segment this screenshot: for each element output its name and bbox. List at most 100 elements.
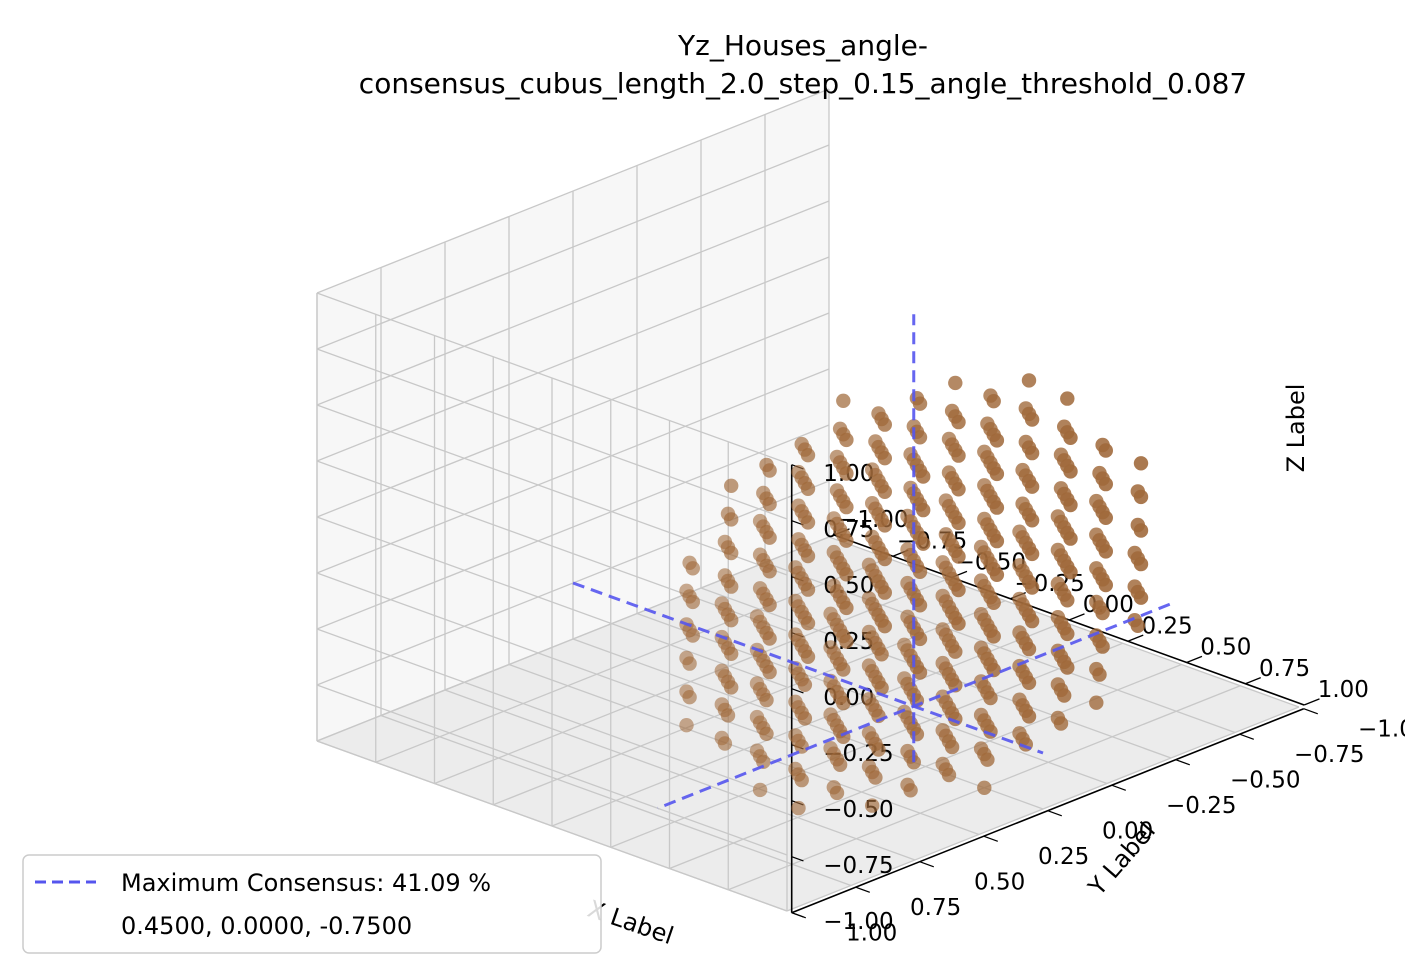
y-tick-label: −0.75 [1294,742,1364,768]
scatter-point [912,665,928,680]
scatter-point [948,678,963,693]
y-tick-label: 1.00 [846,920,897,946]
scatter-point [756,754,771,769]
scatter-point [951,616,966,631]
scatter-point [989,533,1005,549]
scatter-point [877,451,892,466]
scatter-point [951,482,966,497]
maximum-lines [572,314,1171,810]
scatter-point [797,677,813,692]
z-tick-mark [791,688,804,694]
scatter-point [1057,688,1072,703]
x-tick-label: 0.75 [1259,656,1310,682]
grid-floor-x [786,706,1300,912]
scatter-point [951,549,966,564]
chart-title-line-1: Yz_Houses_angle- [677,29,928,62]
scatter-point [724,579,739,594]
legend-frame [22,854,602,954]
scatter-point [717,736,733,751]
scatter-point [868,770,883,785]
scatter-point [1098,577,1114,593]
scatter-point [762,597,777,613]
scatter-point [759,726,774,741]
scatter-point [874,647,889,662]
scatter-point [1089,695,1104,710]
scatter-point [1024,479,1040,494]
scatter-point [762,631,777,646]
scatter-point [951,448,966,463]
scatter-point [800,649,816,664]
grid-left-z [316,200,830,406]
scatter-point [800,515,816,530]
scatter-point [829,785,845,801]
scatter-point [1024,412,1040,427]
scatter-point [762,496,777,512]
y-tick-mark [855,886,871,893]
axis-panes [317,89,1299,911]
scatter-point [986,629,1001,644]
scatter-point [762,530,777,545]
scatter-point [912,564,928,579]
scatter-point [948,375,963,391]
scatter-point [839,533,854,548]
scatter-point [1024,580,1040,595]
scatter-point [724,680,739,695]
scatter-point [1024,445,1040,461]
scatter-point [1133,556,1149,572]
y-tick-mark [1303,708,1319,715]
scatter-point [944,739,960,755]
x-tick-mark [1127,634,1144,642]
scatter-point [912,430,928,445]
y-tick-mark [1111,784,1127,791]
z-tick-label: −1.00 [823,909,893,935]
scatter-point [912,598,928,613]
grid-left-z [316,312,830,518]
scatter-point [906,755,921,770]
x-tick-mark [1245,676,1261,685]
z-tick-label: −0.50 [823,797,893,823]
scatter-point [909,727,925,742]
x-tick-label: 0.25 [1141,613,1192,639]
scatter-point [951,414,966,430]
y-tick-mark [1175,759,1191,766]
scatter-point [948,644,963,659]
scatter-point [762,463,777,478]
scatter-point [1063,430,1078,445]
y-tick-label: 0.75 [910,895,961,921]
scatter-point [1063,565,1078,580]
scatter-point [800,548,816,564]
scatter-point [797,711,813,726]
chart-title-line-2: consensus_cubus_length_2.0_step_0.15_ang… [359,67,1247,100]
grid-left-z [316,88,830,294]
scatter-point [724,545,739,561]
scatter-point [877,518,892,533]
scatter-point [912,631,928,647]
x-tick-mark [1303,698,1320,706]
scatter-point [839,466,854,481]
scatter-point [916,536,931,551]
scatter-point [1063,464,1078,479]
scatter-point [720,708,736,723]
scatter-point [1095,639,1110,654]
scatter-point [724,478,739,493]
scatter-point [836,695,851,711]
grid-back-z [316,460,788,632]
scatter-point [877,619,892,634]
grid-back-z [316,292,788,464]
scatter-point [685,628,700,643]
scatter-point [1130,618,1146,633]
scatter-point [839,600,854,616]
scatter-point [916,502,931,518]
scatter-point [839,567,854,582]
scatter-point [800,582,816,597]
scatter-point [791,800,806,816]
scatter-points [679,373,1149,816]
scatter-point [682,656,697,671]
scatter-point [986,595,1001,610]
scatter-point [871,742,886,757]
legend-entry-coordinates: 0.4500, 0.0000, -0.7500 [121,912,412,940]
grid-floor-y [444,689,916,861]
scatter-point [989,500,1005,515]
scatter-point [986,394,1001,409]
